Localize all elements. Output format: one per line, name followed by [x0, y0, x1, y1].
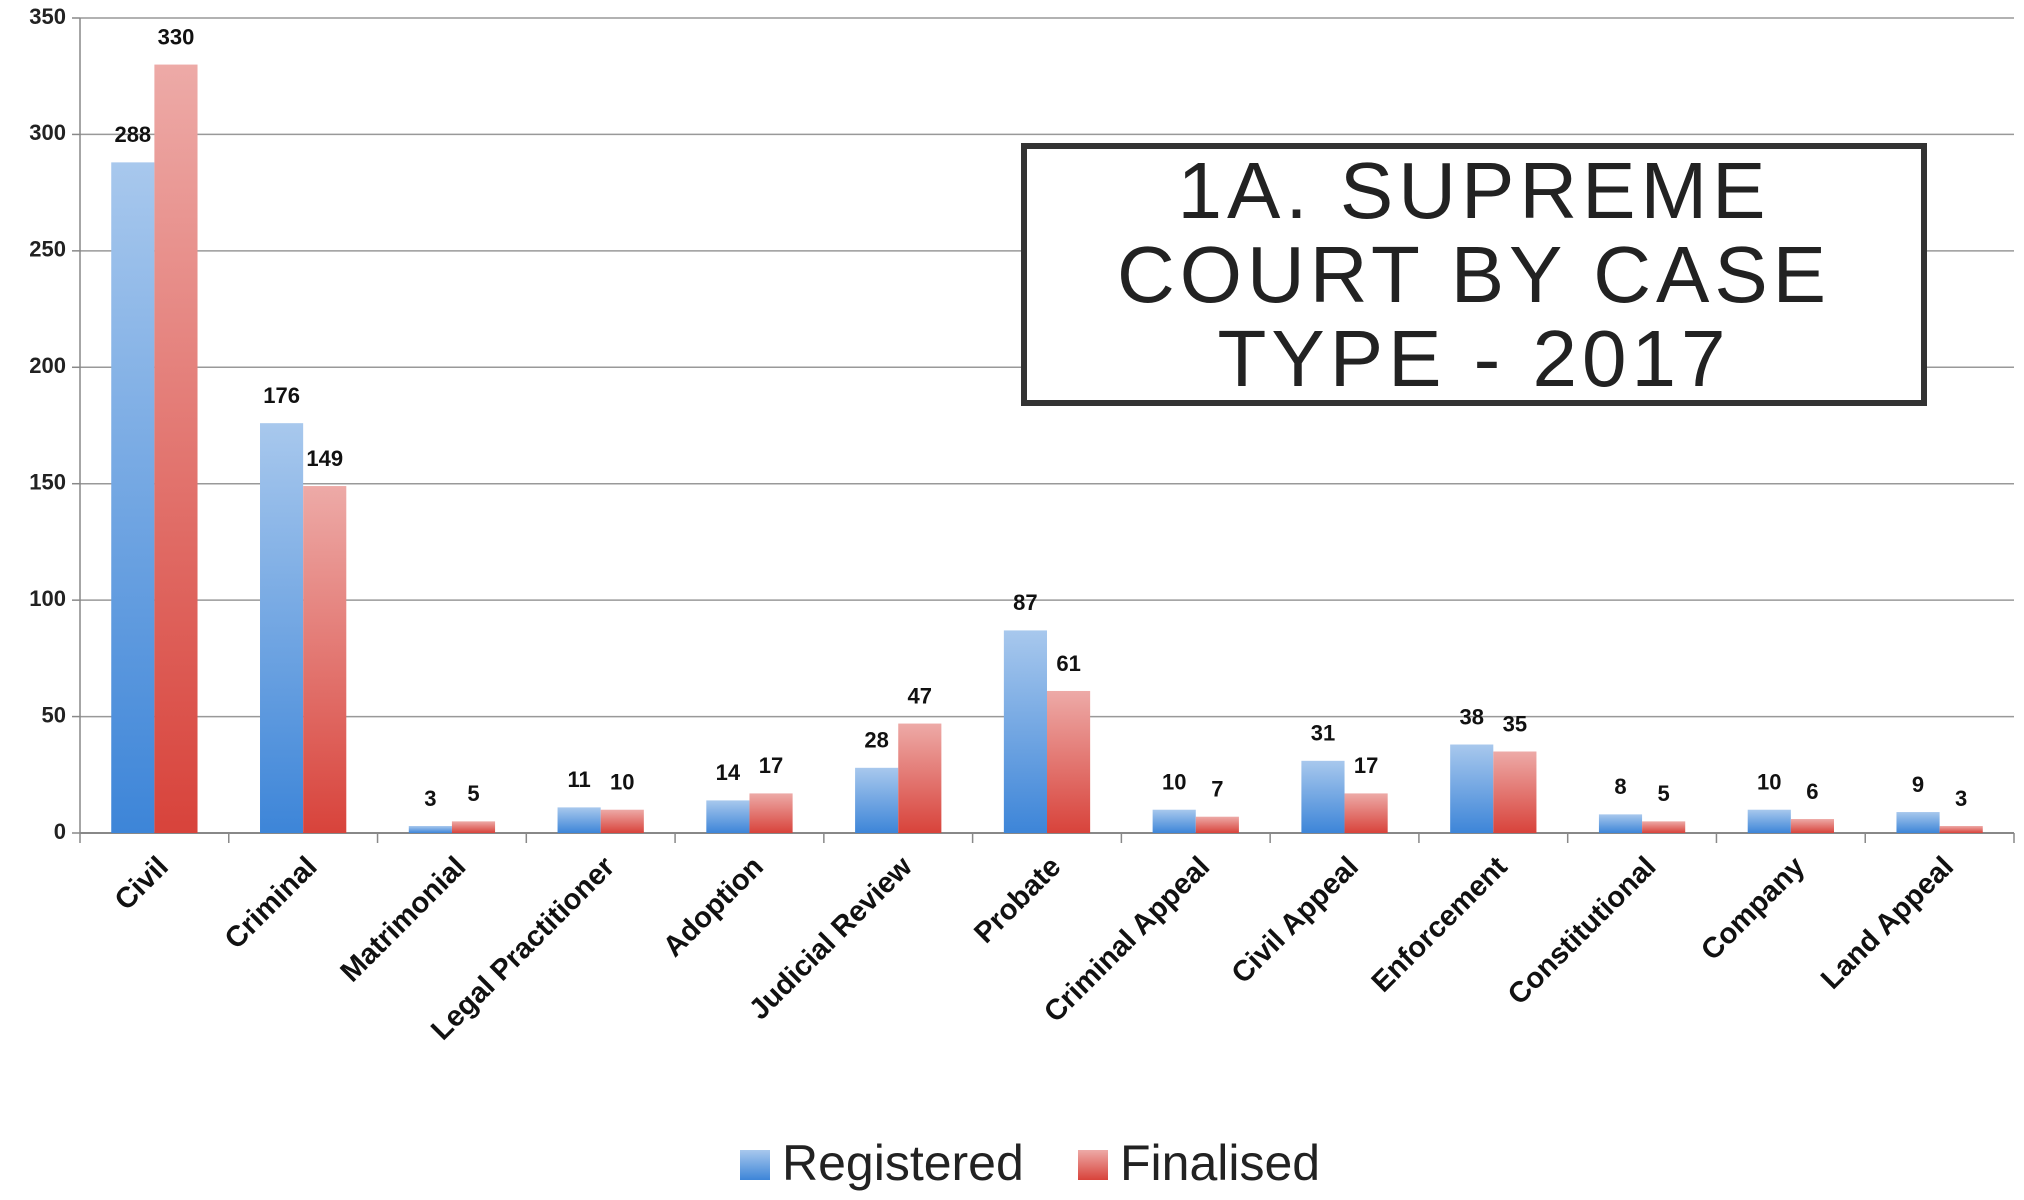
bar	[557, 807, 601, 833]
bar	[855, 767, 899, 833]
data-label: 7	[1211, 777, 1223, 802]
bar	[1450, 744, 1494, 833]
x-tick-label: Criminal	[219, 851, 324, 956]
data-label: 28	[864, 728, 888, 753]
data-label: 8	[1614, 774, 1626, 799]
bar	[898, 723, 942, 833]
x-tick-label: Company	[1695, 851, 1811, 967]
data-label: 61	[1056, 651, 1080, 676]
y-tick-label: 100	[29, 586, 66, 611]
bar	[1301, 760, 1345, 833]
y-tick-label: 200	[29, 353, 66, 378]
data-label: 3	[1955, 786, 1967, 811]
x-tick-label: Adoption	[657, 851, 770, 964]
bar	[1896, 812, 1940, 833]
x-tick-label: Land Appeal	[1815, 851, 1960, 996]
bar	[1747, 809, 1791, 833]
bar	[1939, 826, 1983, 833]
bar	[706, 800, 750, 833]
data-label: 5	[1658, 781, 1670, 806]
bar	[1790, 819, 1834, 833]
data-label: 14	[716, 760, 741, 785]
y-tick-label: 50	[42, 702, 66, 727]
x-tick-label: Judicial Review	[743, 850, 919, 1026]
data-label: 5	[467, 781, 479, 806]
chart-title: 1A. SUPREME COURT BY CASE TYPE - 2017	[1021, 143, 1927, 406]
bar	[260, 423, 304, 833]
bar	[154, 64, 198, 834]
data-label: 17	[1354, 753, 1378, 778]
y-tick-label: 300	[29, 120, 66, 145]
data-label: 9	[1912, 772, 1924, 797]
data-label: 6	[1806, 779, 1818, 804]
x-tick-label: Civil Appeal	[1226, 851, 1365, 990]
x-tick-label: Enforcement	[1366, 850, 1514, 998]
bar	[1642, 821, 1686, 833]
data-label: 11	[567, 767, 590, 792]
bar	[1003, 630, 1047, 833]
data-label: 10	[1757, 770, 1781, 795]
data-label: 31	[1311, 721, 1335, 746]
bar	[408, 826, 452, 833]
bar	[303, 486, 347, 833]
y-tick-label: 150	[29, 470, 66, 495]
data-label: 288	[114, 122, 151, 147]
y-tick-label: 250	[29, 237, 66, 262]
x-tick-label: Criminal Appeal	[1038, 851, 1216, 1029]
data-label: 35	[1503, 711, 1527, 736]
y-tick-label: 350	[29, 4, 66, 29]
bar	[1344, 793, 1388, 833]
bar	[1493, 751, 1537, 833]
legend-label: Finalised	[1120, 1135, 1320, 1191]
x-tick-label: Matrimonial	[335, 851, 473, 989]
x-tick-label: Probate	[968, 851, 1067, 950]
data-label: 149	[306, 446, 343, 471]
data-label: 87	[1013, 590, 1037, 615]
x-tick-label: Civil	[109, 851, 175, 917]
bar	[451, 821, 496, 833]
data-label: 330	[158, 24, 195, 49]
bar	[749, 793, 793, 833]
bar	[1598, 814, 1643, 833]
bar	[1047, 690, 1091, 833]
data-label: 10	[1162, 770, 1186, 795]
data-label: 3	[424, 786, 436, 811]
bar	[600, 809, 644, 833]
data-label: 47	[908, 683, 932, 708]
data-label: 17	[759, 753, 783, 778]
bar	[1152, 809, 1196, 833]
bar	[111, 162, 155, 833]
legend-swatch	[740, 1150, 770, 1180]
legend-label: Registered	[782, 1135, 1024, 1191]
data-label: 10	[610, 770, 634, 795]
bar	[1195, 816, 1239, 833]
data-label: 38	[1459, 704, 1483, 729]
y-tick-label: 0	[54, 819, 66, 844]
data-label: 176	[263, 383, 300, 408]
legend-swatch	[1078, 1150, 1108, 1180]
x-tick-label: Constitutional	[1502, 851, 1662, 1011]
